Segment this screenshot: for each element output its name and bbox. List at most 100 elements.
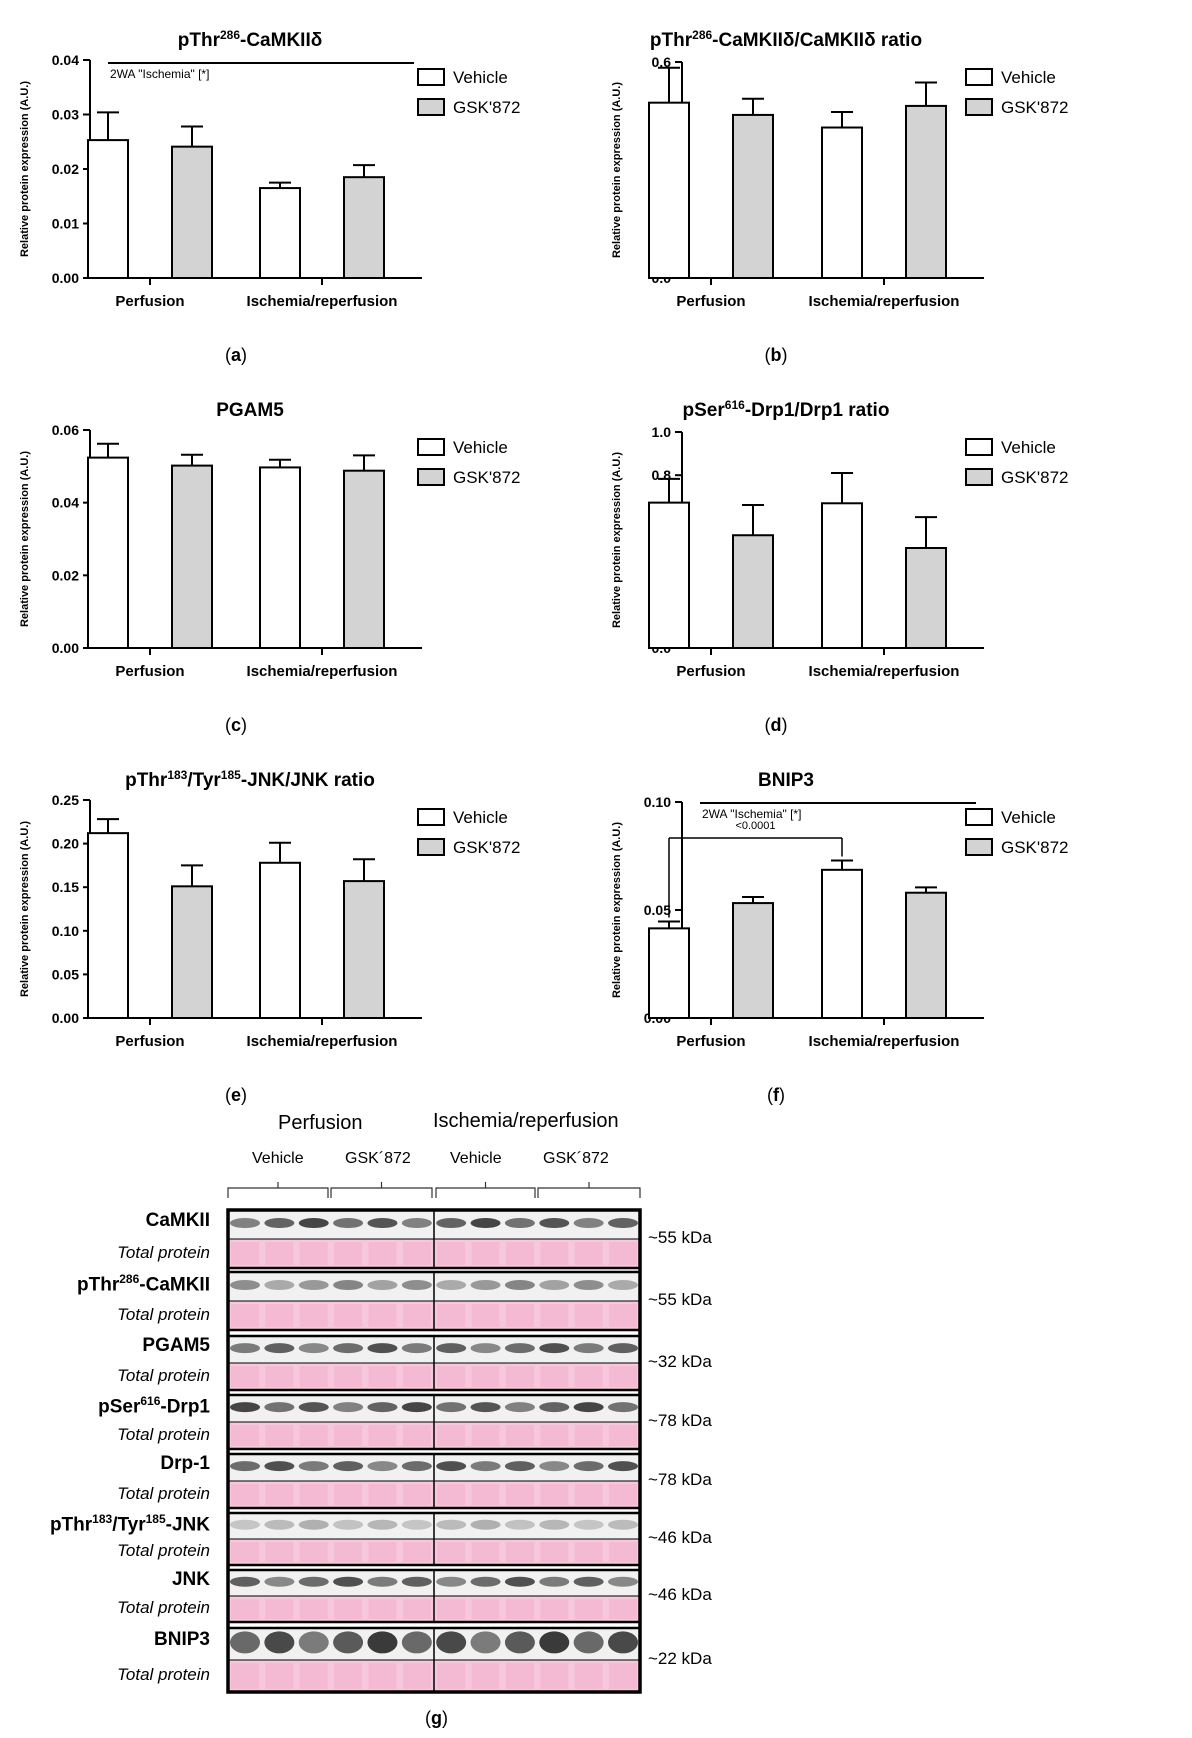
- blot-kda-label: ~55 kDa: [648, 1228, 712, 1247]
- y-axis-label: Relative protein expression (A.U.): [611, 452, 623, 628]
- blot-band: [298, 1343, 329, 1354]
- legend-label: GSK'872: [1001, 838, 1069, 857]
- blot-row-label: pThr183/Tyr185-JNK: [49, 1511, 210, 1536]
- blot-band: [298, 1402, 329, 1413]
- blot-row-label: CaMKII: [145, 1210, 210, 1232]
- y-axis-label: Relative protein expression (A.U.): [611, 82, 623, 258]
- blot-band: [573, 1519, 604, 1530]
- y-tick-label: 0.01: [52, 216, 79, 232]
- blot-sub-header: GSK´872: [543, 1150, 609, 1167]
- blot-band: [333, 1576, 364, 1587]
- total-protein-lane: [437, 1599, 466, 1619]
- total-protein-lane: [231, 1484, 259, 1505]
- total-protein-lane: [368, 1425, 397, 1446]
- blot-kda-labels: ~55 kDa ~55 kDa ~32 kDa ~78 kDa ~78 kDa ~46 k…: [648, 1110, 788, 1738]
- blot-row-label: Drp-1: [160, 1453, 210, 1475]
- legend-swatch: [417, 438, 445, 456]
- blot-band: [608, 1519, 638, 1530]
- blot-row-label: JNK: [171, 1568, 210, 1590]
- total-protein-lane: [609, 1663, 637, 1689]
- blot-band: [367, 1402, 398, 1413]
- blot-kda-label: ~32 kDa: [648, 1352, 712, 1371]
- total-protein-lane: [505, 1663, 534, 1689]
- blot-band: [264, 1631, 295, 1654]
- total-protein-lane: [368, 1484, 397, 1505]
- chart-d: pSer616-Drp1/Drp1 ratio0.00.20.40.60.81.…: [596, 370, 1192, 740]
- total-protein-lane: [540, 1242, 569, 1265]
- total-protein-lane: [471, 1663, 500, 1689]
- total-protein-lane: [231, 1425, 259, 1446]
- blot-band: [504, 1343, 535, 1354]
- blot-band: [333, 1402, 364, 1413]
- chart-c: PGAM5 0.00 0.02 0.04 0.06 Relative protein ex…: [0, 370, 596, 740]
- lane-group-bracket: [435, 1187, 536, 1198]
- blot-band: [333, 1343, 364, 1354]
- total-protein-lane: [299, 1304, 328, 1327]
- bar: [343, 880, 385, 1019]
- bar: [821, 126, 863, 279]
- blot-band: [367, 1631, 398, 1654]
- blot-band: [470, 1280, 501, 1291]
- blot-band: [230, 1576, 260, 1587]
- legend-swatch: [417, 808, 445, 826]
- blot-band: [367, 1218, 398, 1229]
- blot-band: [401, 1343, 432, 1354]
- blot-band: [333, 1461, 364, 1472]
- legend-swatch: [965, 808, 993, 826]
- total-protein-lane: [402, 1242, 431, 1265]
- bar: [821, 868, 863, 1019]
- legend-swatch: [965, 98, 993, 116]
- total-protein-lane: [402, 1366, 431, 1387]
- total-protein-lane: [471, 1425, 500, 1446]
- blot-band: [333, 1280, 364, 1291]
- blot-band: [401, 1631, 432, 1654]
- legend-label: GSK'872: [453, 468, 521, 487]
- bar: [171, 145, 213, 279]
- y-tick-label: 0.05: [644, 902, 671, 918]
- blot-band: [367, 1576, 398, 1587]
- blot-image: [226, 1182, 642, 1694]
- total-protein-lane: [471, 1366, 500, 1387]
- bar: [732, 902, 774, 1019]
- total-protein-lane: [334, 1304, 363, 1327]
- blot-band: [333, 1218, 364, 1229]
- total-protein-lane: [574, 1599, 603, 1619]
- blot-band: [470, 1519, 501, 1530]
- total-protein-lane: [574, 1484, 603, 1505]
- blot-kda-label: ~78 kDa: [648, 1411, 712, 1430]
- bar: [905, 104, 947, 279]
- total-protein-lane: [334, 1599, 363, 1619]
- legend-swatch: [965, 838, 993, 856]
- x-tick-label: Perfusion: [676, 1033, 745, 1050]
- bar: [259, 466, 301, 649]
- x-tick-label: Perfusion: [676, 663, 745, 680]
- total-protein-lane: [265, 1425, 294, 1446]
- legend-label: Vehicle: [1001, 438, 1056, 457]
- x-tick-label: Ischemia/reperfusion: [809, 663, 960, 680]
- blot-band: [608, 1576, 638, 1587]
- blot-group-header-ischemia: Ischemia/reperfusion: [433, 1110, 619, 1132]
- bar: [732, 113, 774, 279]
- total-protein-lane: [402, 1599, 431, 1619]
- legend-swatch: [417, 68, 445, 86]
- total-protein-lane: [609, 1542, 637, 1562]
- blot-band: [573, 1631, 604, 1654]
- bar: [648, 101, 690, 280]
- y-tick-label: 0.04: [52, 495, 79, 511]
- blot-band: [333, 1519, 364, 1530]
- blot-band: [401, 1402, 432, 1413]
- total-protein-lane: [609, 1304, 637, 1327]
- total-protein-lane: [231, 1599, 259, 1619]
- panel-label: (c): [225, 715, 247, 735]
- y-tick-label: 0.06: [52, 422, 79, 438]
- pvalue-label: <0.0001: [735, 820, 775, 832]
- total-protein-lane: [505, 1242, 534, 1265]
- total-protein-lane: [609, 1425, 637, 1446]
- blot-band: [367, 1280, 398, 1291]
- chart-d-svg: pSer616-Drp1/Drp1 ratio0.00.20.40.60.81.…: [611, 398, 1069, 735]
- total-protein-lane: [299, 1242, 328, 1265]
- blot-total-protein-label: Total protein: [117, 1424, 210, 1444]
- x-tick-label: Ischemia/reperfusion: [247, 293, 398, 310]
- total-protein-lane: [334, 1484, 363, 1505]
